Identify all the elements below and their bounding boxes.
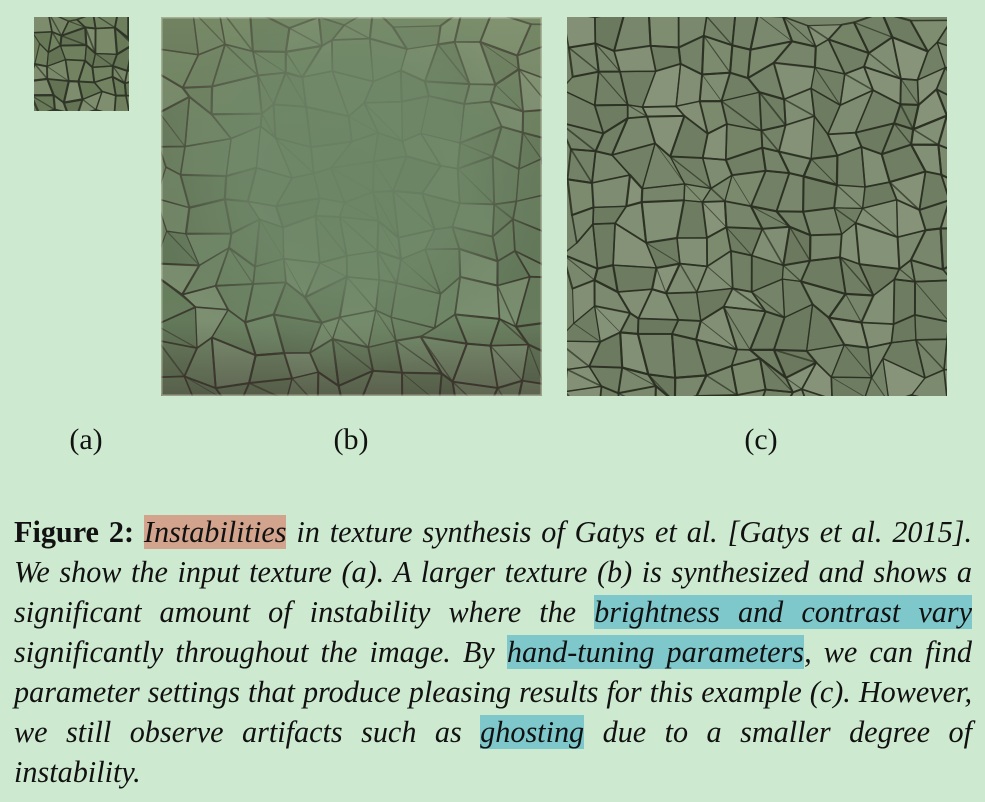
tuned-synthesis-image — [567, 17, 947, 396]
highlight-hand-tuning: hand-tuning parameters — [506, 635, 805, 669]
figure-caption: Figure 2: Instabilities in texture synth… — [14, 512, 972, 792]
caption-text-3: , we can find parameter settings that pr… — [14, 635, 972, 749]
subfigure-label-c: (c) — [744, 423, 778, 456]
highlight-brightness-contrast: brightness and contrast vary — [594, 595, 972, 629]
highlight-ghosting: ghosting — [480, 715, 585, 749]
unstable-synthesis-svg — [161, 17, 542, 396]
input-texture-image — [34, 17, 129, 111]
caption-text-4: due to a smaller degree of instability. — [14, 715, 973, 789]
figure-label: Figure 2: — [14, 515, 135, 549]
input-texture-svg — [34, 17, 129, 111]
subfigure-label-b: (b) — [333, 423, 369, 456]
unstable-synthesis-image — [161, 17, 542, 396]
tuned-synthesis-svg — [567, 17, 947, 396]
caption-text-2: significantly throughout the image. By — [14, 635, 507, 669]
caption-body: Instabilities in texture synthesis of Ga… — [14, 515, 972, 789]
subfigure-label-a: (a) — [69, 423, 103, 456]
caption-text-1: in texture synthesis of Gatys et al. [Ga… — [14, 515, 972, 629]
highlight-instabilities: Instabilities — [143, 515, 287, 549]
